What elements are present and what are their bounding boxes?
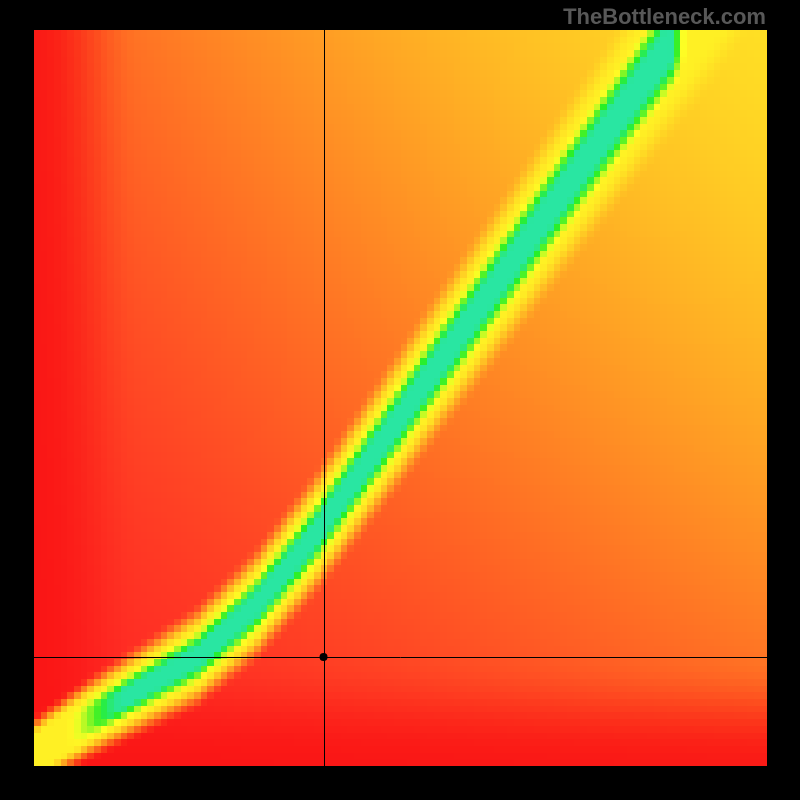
bottleneck-heatmap	[0, 0, 800, 800]
chart-container: TheBottleneck.com	[0, 0, 800, 800]
watermark-text: TheBottleneck.com	[563, 4, 766, 30]
